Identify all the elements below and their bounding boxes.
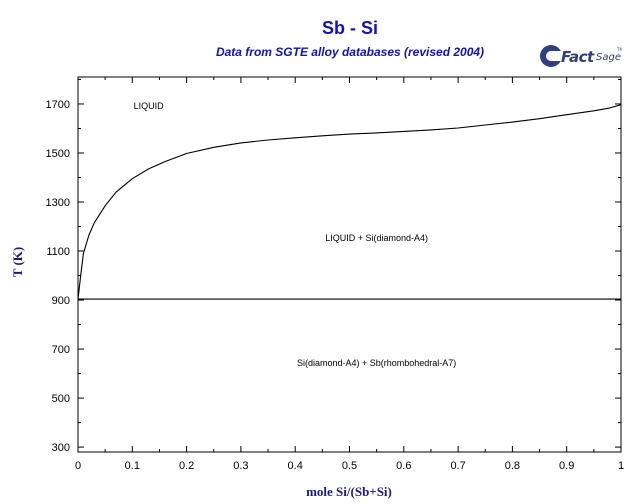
x-tick-label: 0.7 <box>450 460 465 472</box>
x-tick-label: 0.6 <box>396 460 411 472</box>
factsage-logo: Fact Sage TM <box>540 45 622 67</box>
x-tick-label: 0.9 <box>559 460 574 472</box>
y-tick-label: 300 <box>52 442 70 454</box>
phase-region-label: LIQUID + Si(diamond-A4) <box>325 233 428 243</box>
x-axis-ticks: 0 0.1 0.2 0.3 0.4 0.5 0.6 0.7 0.8 0.9 1 <box>75 77 624 472</box>
plot-frame <box>77 76 622 453</box>
x-tick-label: 0.2 <box>179 460 194 472</box>
x-axis-label: mole Si/(Sb+Si) <box>306 484 392 499</box>
x-tick-label: 0.4 <box>288 460 303 472</box>
x-tick-label: 0.8 <box>505 460 520 472</box>
x-tick-label: 0.1 <box>125 460 140 472</box>
x-tick-label: 0.3 <box>233 460 248 472</box>
liquidus-curve <box>77 104 622 300</box>
y-tick-label: 900 <box>52 295 70 307</box>
y-axis-ticks: 300 500 700 900 1100 1300 1500 1700 <box>46 78 621 454</box>
phase-region-label: LIQUID <box>134 101 165 111</box>
y-tick-label: 1500 <box>46 148 70 160</box>
plot-area-border <box>77 76 622 453</box>
x-tick-label: 0.5 <box>342 460 357 472</box>
y-tick-label: 1700 <box>46 99 70 111</box>
x-tick-label: 1 <box>618 460 624 472</box>
chart-title: Sb - Si <box>321 18 378 38</box>
y-tick-label: 1100 <box>46 246 70 258</box>
phase-boundaries <box>77 104 622 300</box>
y-tick-label: 500 <box>52 393 70 405</box>
y-tick-label: 700 <box>52 344 70 356</box>
phase-region-label: Si(diamond-A4) + Sb(rhombohedral-A7) <box>297 358 456 368</box>
y-axis-label: T (K) <box>10 247 25 277</box>
phase-region-labels: LIQUID LIQUID + Si(diamond-A4) Si(diamond-… <box>134 101 457 368</box>
x-tick-label: 0 <box>75 460 81 472</box>
chart-subtitle: Data from SGTE alloy databases (revised … <box>215 45 485 59</box>
factsage-logo-mark <box>540 45 563 67</box>
y-tick-label: 1300 <box>46 197 70 209</box>
svg-text:Sage: Sage <box>596 52 621 63</box>
svg-text:Fact: Fact <box>561 48 595 66</box>
svg-text:TM: TM <box>616 47 622 52</box>
